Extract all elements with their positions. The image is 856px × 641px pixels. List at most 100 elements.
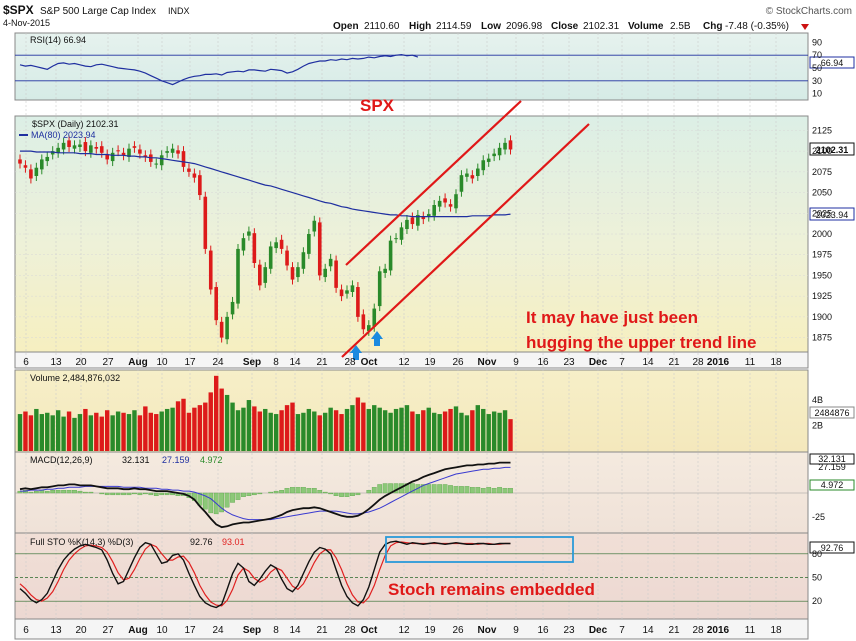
last-close-value: 2102.31 (816, 145, 849, 155)
price-candle (481, 160, 486, 171)
volume-y-tick: 4B (812, 395, 823, 405)
price-candle (208, 250, 213, 290)
macd-layer (15, 461, 808, 529)
annotation-spx: SPX (360, 96, 395, 115)
macd-histogram-bar (464, 486, 470, 494)
price-candle (497, 147, 502, 156)
macd-histogram-bar (377, 484, 383, 494)
rsi-value-box (809, 56, 855, 69)
x-tick-label: Dec (589, 357, 608, 368)
volume-value-box (809, 406, 855, 419)
price-candle (214, 287, 218, 321)
macd-value-box (809, 453, 855, 465)
volume-bar (399, 407, 404, 451)
volume-bar (323, 412, 328, 451)
price-y-tick: 2100 (812, 146, 832, 156)
price-candle (285, 250, 289, 266)
macd-legend-name: MACD(12,26,9) (30, 455, 93, 465)
price-candle (356, 287, 360, 317)
ma-value-box (809, 207, 855, 221)
macd-histogram-bar (115, 492, 121, 496)
volume-bar (99, 416, 104, 451)
volume-value: 2.5B (670, 21, 691, 32)
price-candle (67, 140, 71, 147)
x-tick-label: Aug (128, 625, 147, 636)
macd-histogram-bar (142, 492, 148, 495)
volume-bar (121, 412, 126, 451)
y-axis-labels: 9070503010212521002075205020252000197519… (812, 37, 832, 606)
chg-value: -7.48 (-0.35%) (725, 21, 789, 32)
volume-bar (290, 402, 295, 451)
volume-bar (72, 417, 77, 451)
volume-bar (491, 411, 497, 451)
price-candle (23, 165, 28, 168)
volume-bar (388, 412, 393, 451)
macd-histogram-bar (268, 491, 274, 494)
x-tick-label: 13 (50, 625, 62, 636)
volume-bar (241, 407, 246, 451)
price-candle (143, 155, 148, 157)
macd-histogram-bar (235, 492, 241, 500)
price-y-tick: 1975 (812, 250, 832, 260)
x-tick-label: Aug (128, 357, 147, 368)
macd-histogram-bar (311, 488, 317, 494)
macd-histogram-bar (442, 484, 448, 494)
volume-bar (344, 408, 350, 451)
price-candle (61, 142, 66, 150)
rsi-panel (14, 32, 809, 101)
x-tick-label: 7 (619, 357, 625, 368)
price-candle (40, 159, 44, 170)
x-tick-label: 18 (770, 357, 782, 368)
x-tick-label: Nov (478, 625, 497, 636)
volume-bar (45, 412, 50, 451)
ticker: $SPX (3, 3, 34, 17)
x-tick-label: 11 (745, 625, 756, 636)
x-tick-label: Oct (361, 357, 378, 368)
macd-histogram-bar (491, 488, 497, 494)
x-tick-label: 21 (668, 357, 680, 368)
macd-histogram-bar (382, 483, 388, 494)
volume-bar (404, 405, 410, 451)
macd-histogram-bar (110, 492, 115, 496)
macd-histogram-bar (508, 488, 513, 494)
volume-bar (410, 411, 415, 451)
macd-histogram-bar (475, 487, 481, 494)
price-candle (170, 148, 175, 153)
macd-histogram-bar (459, 486, 464, 494)
x-tick-label: 14 (642, 625, 654, 636)
index-name: S&P 500 Large Cap Index (40, 6, 156, 17)
high-label: High (409, 21, 431, 32)
macd-histogram-bar (469, 487, 475, 494)
volume-bar (186, 412, 192, 451)
x-tick-label: 28 (344, 625, 356, 636)
price-candle (105, 154, 109, 160)
high-value: 2114.59 (436, 21, 472, 32)
macd-histogram-bar (420, 484, 426, 494)
macd-histogram-bar (257, 492, 263, 495)
price-y-tick: 1925 (812, 291, 832, 301)
price-candle (198, 175, 202, 196)
x-tick-label: Oct (361, 625, 378, 636)
macd-histogram-bar (279, 489, 284, 494)
price-candle (236, 248, 240, 304)
x-tick-label: 9 (513, 625, 519, 636)
brand: © StockCharts.com (766, 6, 852, 17)
volume-bar (355, 397, 361, 451)
macd-histogram-bar (301, 487, 306, 494)
x-tick-label: 20 (75, 625, 87, 636)
volume-bar (219, 388, 224, 451)
volume-bar (442, 411, 448, 451)
price-candle (121, 152, 126, 156)
price-candle (448, 204, 453, 207)
price-candle (492, 153, 496, 157)
price-candle (219, 321, 224, 338)
volume-bar (393, 408, 399, 451)
stochastic-y-tick: 20 (812, 596, 822, 606)
macd-histogram-bar (83, 491, 88, 494)
volume-bar (246, 400, 252, 451)
x-tick-label: 9 (513, 357, 519, 368)
volume-bar (170, 407, 175, 451)
price-candle (508, 140, 513, 150)
price-candle (410, 217, 415, 225)
macd-histogram-bar (126, 492, 132, 496)
